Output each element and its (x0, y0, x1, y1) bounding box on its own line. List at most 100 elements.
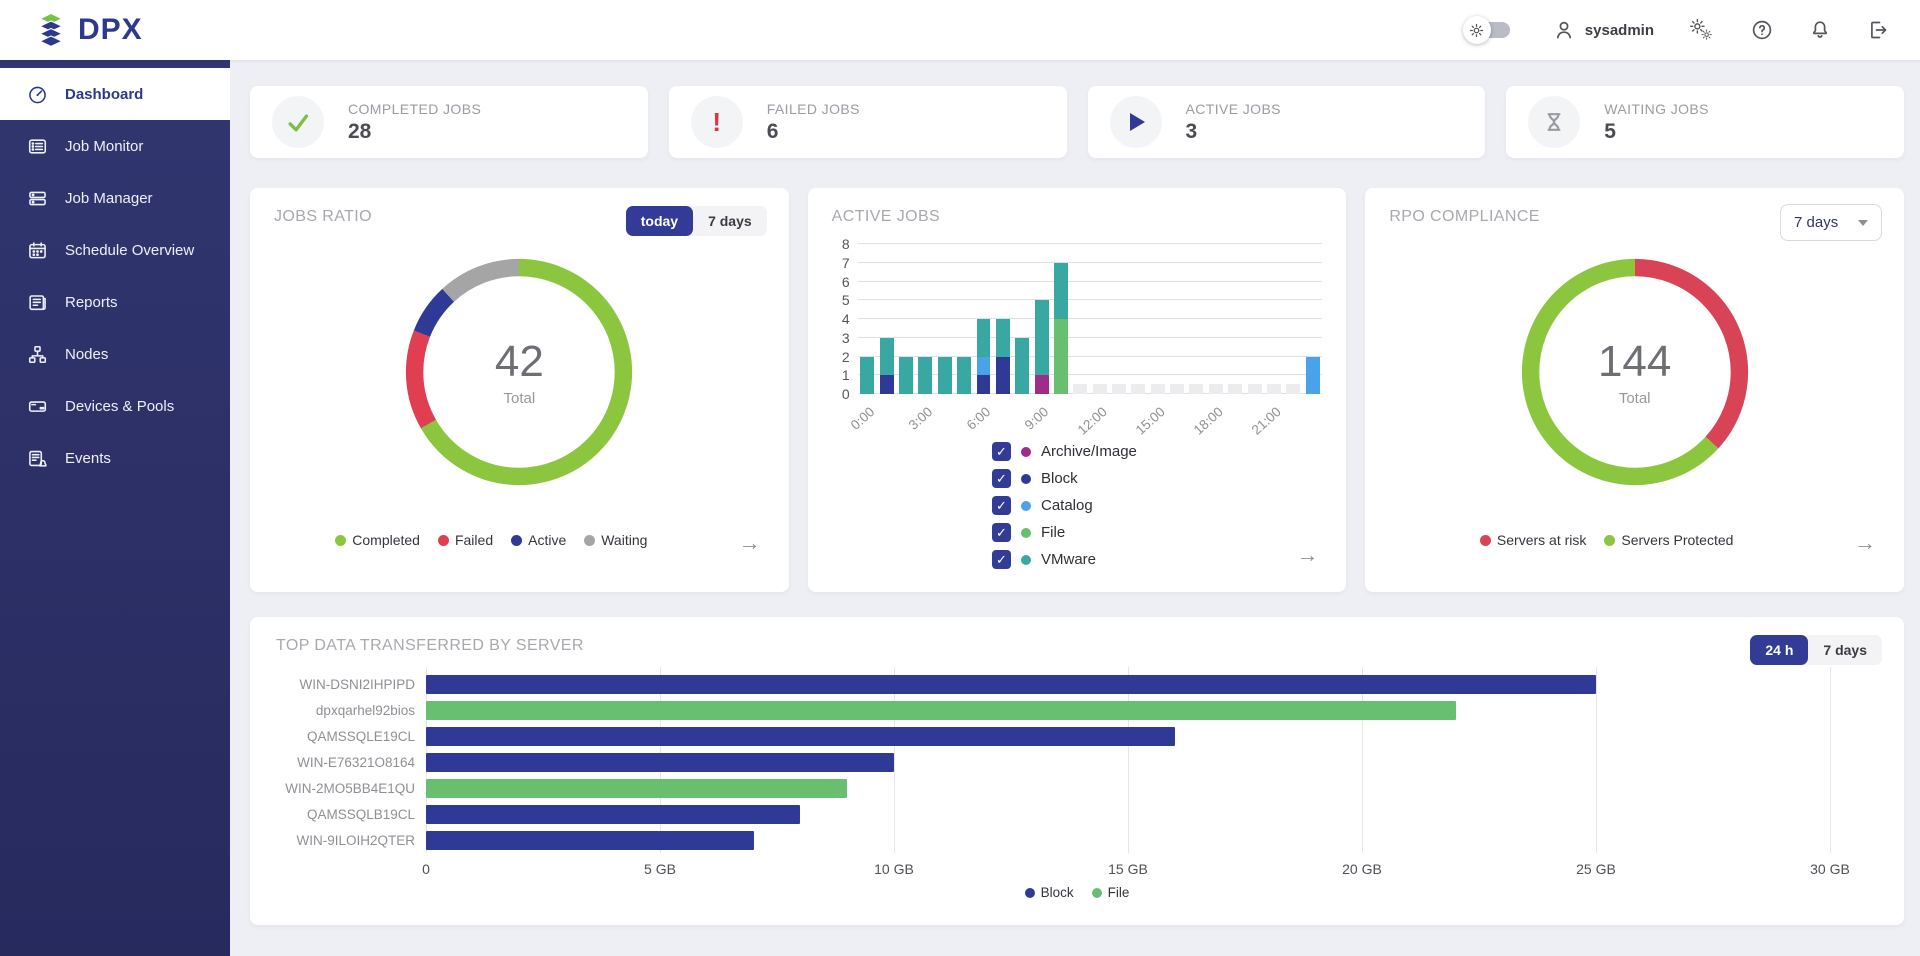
jobs-ratio-legend: Completed Failed Active Waiting (250, 532, 733, 548)
notifications-button[interactable] (1808, 18, 1832, 42)
bar-segment-vmware (976, 319, 991, 357)
checkbox-checked-icon[interactable]: ✓ (992, 442, 1011, 461)
legend-label: VMware (1041, 551, 1097, 568)
card-title: TOP DATA TRANSFERRED BY SERVER (276, 637, 584, 654)
legend-item-block: Block (1024, 885, 1074, 900)
sidebar-item-job-monitor[interactable]: Job Monitor (0, 120, 230, 172)
stat-value: 3 (1185, 119, 1198, 143)
x-axis-tick-label: 0:00 (847, 404, 878, 433)
stat-value: 6 (766, 119, 779, 143)
toggle-7days-button[interactable]: 7 days (1823, 642, 1867, 658)
toggle-7days-button[interactable]: 7 days (708, 213, 752, 229)
sidebar-item-label: Job Manager (65, 189, 153, 207)
legend-item-file[interactable]: ✓ File (992, 523, 1162, 542)
sidebar-item-events[interactable]: Events (0, 432, 230, 484)
main-content: COMPLETED JOBS 28 ! FAILED JOBS 6 ACTIVE… (230, 60, 1920, 956)
bar-placeholder (1286, 383, 1301, 394)
legend-item-vmware[interactable]: ✓ VMware (992, 550, 1162, 569)
donut-center: 42 Total (403, 256, 635, 488)
logout-button[interactable] (1866, 18, 1890, 42)
sidebar-item-devices-pools[interactable]: Devices & Pools (0, 380, 230, 432)
nodes-icon (28, 345, 47, 363)
checkbox-checked-icon[interactable]: ✓ (992, 469, 1011, 488)
rpo-donut: 144 Total (1519, 256, 1751, 488)
y-axis-tick: 1 (841, 367, 850, 384)
legend-item-file: File (1091, 885, 1129, 900)
bar-8:00 (1013, 244, 1032, 394)
y-axis: 0 1 2 3 4 5 6 7 8 (832, 237, 858, 401)
checkbox-checked-icon[interactable]: ✓ (992, 496, 1011, 515)
sidebar-item-dashboard[interactable]: Dashboard (0, 68, 230, 120)
donut-total-label: Total (503, 390, 536, 407)
legend-dot (1021, 527, 1031, 538)
bar-5:00 (954, 244, 973, 394)
x-axis-tick-label: 21:00 (1248, 404, 1284, 438)
bar-row-win-9iloih2qter (426, 827, 1830, 853)
active-jobs-details-arrow[interactable]: → (1296, 542, 1319, 567)
sidebar-item-label: Dashboard (65, 85, 144, 103)
x-axis-tick-label: 3:00 (905, 404, 936, 433)
help-button[interactable] (1750, 18, 1774, 42)
top-bar: DPX sysadmin (0, 0, 1920, 60)
server-label: dpxqarhel92bios (315, 702, 415, 718)
donut-total-label: Total (1618, 390, 1651, 407)
stat-icon-circle (1528, 96, 1581, 148)
settings-button[interactable] (1688, 17, 1716, 43)
legend-dot (1021, 554, 1031, 565)
checkbox-checked-icon[interactable]: ✓ (992, 523, 1011, 542)
y-axis-tick: 3 (841, 329, 850, 346)
stat-value: 28 (348, 119, 372, 143)
server-label: WIN-DSNI2IHPIPD (299, 676, 415, 692)
x-axis-tick-label: 15:00 (1132, 404, 1168, 438)
toggle-24h-button[interactable]: 24 h (1750, 635, 1809, 665)
dashboard-icon (29, 86, 46, 103)
bar-segment-catalog (976, 356, 991, 376)
dropdown-value: 7 days (1794, 214, 1839, 231)
x-axis-tick-label: 9:00 (1022, 404, 1052, 433)
bar-22:00 (1284, 244, 1303, 394)
legend-label: Archive/Image (1041, 443, 1137, 460)
sidebar-item-label: Reports (65, 293, 118, 311)
jobs-ratio-range-toggle: today 7 days (625, 206, 767, 236)
checkbox-checked-icon[interactable]: ✓ (992, 550, 1011, 569)
bar-segment-block (995, 356, 1010, 394)
legend-dot (335, 534, 347, 546)
bar-20:00 (1245, 244, 1264, 394)
toggle-today-button[interactable]: today (625, 206, 694, 236)
bar-segment-vmware (1053, 262, 1068, 319)
bar-placeholder (1228, 383, 1243, 394)
bar-18:00 (1206, 244, 1225, 394)
card-title: JOBS RATIO (274, 208, 372, 225)
card-title: RPO COMPLIANCE (1389, 208, 1540, 225)
bar-placeholder (1112, 383, 1126, 394)
legend-item-archive-image[interactable]: ✓ Archive/Image (992, 442, 1162, 461)
rpo-details-arrow[interactable]: → (1854, 530, 1877, 555)
gridline (894, 667, 895, 853)
legend-dot (1024, 887, 1035, 898)
rpo-range-dropdown[interactable]: 7 days (1780, 204, 1883, 241)
legend-item-catalog[interactable]: ✓ Catalog (992, 496, 1162, 515)
check-icon (288, 114, 309, 132)
x-axis-tick-label: 12:00 (1074, 404, 1110, 438)
sidebar-item-job-manager[interactable]: Job Manager (0, 172, 230, 224)
sidebar-item-schedule-overview[interactable]: Schedule Overview (0, 224, 230, 276)
user-menu[interactable]: sysadmin (1552, 18, 1654, 42)
top-data-card: TOP DATA TRANSFERRED BY SERVER 24 h 7 da… (250, 617, 1904, 925)
legend-item-block[interactable]: ✓ Block (992, 469, 1162, 488)
donut-segment-servers-protected (1521, 258, 1748, 486)
bar-15:00 (1148, 244, 1167, 394)
bar-segment-vmware (937, 356, 952, 394)
theme-toggle[interactable] (1462, 16, 1510, 44)
theme-toggle-knob[interactable] (1462, 16, 1491, 44)
bar-placeholder (1247, 383, 1262, 394)
bar-1:00 (877, 244, 896, 394)
bar-segment-vmware (995, 319, 1010, 357)
app-logo[interactable]: DPX (0, 12, 230, 48)
active-jobs-chart: 0 1 2 3 4 5 6 7 8 (832, 237, 1323, 401)
bar-19:00 (1226, 244, 1245, 394)
sidebar-item-nodes[interactable]: Nodes (0, 328, 230, 380)
legend-dot (1091, 887, 1102, 898)
jobs-ratio-details-arrow[interactable]: → (738, 530, 761, 555)
sidebar-item-reports[interactable]: Reports (0, 276, 230, 328)
legend-label: Block (1041, 470, 1078, 487)
